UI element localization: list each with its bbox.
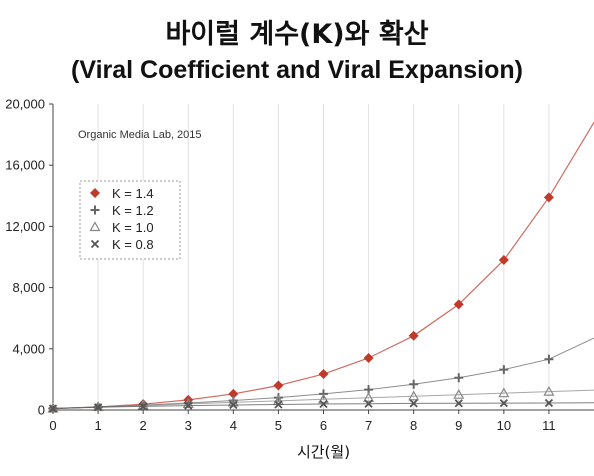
x-tick-label: 10 [497,418,511,433]
y-tick-label: 0 [38,403,45,418]
y-tick-label: 16,000 [5,158,45,173]
data-point [409,379,419,389]
chart-title: 바이럴 계수(K)와 확산 [165,19,429,50]
data-point [48,404,58,413]
legend-marker [89,221,101,232]
data-point [498,387,510,398]
data-point [453,299,464,310]
x-tick-label: 3 [185,418,192,433]
x-tick-label: 8 [410,418,417,433]
x-tick-label: 6 [320,418,327,433]
data-point [318,369,329,380]
legend-marker [90,205,100,215]
legend-label: K = 1.0 [112,220,154,235]
chart-subtitle: (Viral Coefficient and Viral Expansion) [71,56,523,84]
data-point [363,352,374,363]
x-tick-label: 0 [49,418,56,433]
data-point [409,399,418,408]
x-axis-title: 시간(월) [297,443,350,461]
legend-marker [90,188,100,198]
legend-label: K = 0.8 [112,237,154,252]
data-point [544,354,554,364]
data-point [408,390,420,401]
legend-marker [90,239,100,249]
data-point [544,398,554,408]
data-point [363,392,375,402]
data-point [229,400,238,410]
y-tick-label: 4,000 [12,341,45,356]
data-point [499,398,508,408]
data-point [454,373,464,383]
data-point [319,399,328,409]
x-tick-label: 4 [230,418,237,433]
data-point [184,401,193,410]
x-tick-label: 9 [455,418,462,433]
data-point [92,401,104,412]
legend-label: K = 1.4 [112,186,154,201]
data-point [453,388,465,399]
x-tick-label: 11 [542,418,556,433]
y-tick-label: 20,000 [5,97,45,112]
data-point [543,385,555,396]
x-tick-label: 2 [140,418,147,433]
y-tick-label: 12,000 [5,219,45,234]
x-tick-label: 7 [365,418,372,433]
legend-label: K = 1.2 [112,203,154,218]
data-point [498,255,509,266]
source-annotation: Organic Media Lab, 2015 [78,129,202,141]
x-tick-label: 5 [275,418,282,433]
x-tick-label: 1 [94,418,101,433]
y-tick-label: 8,000 [12,280,45,295]
data-point [408,330,419,341]
data-point [274,400,283,409]
data-point [543,192,554,203]
data-point [93,403,103,412]
data-point [228,388,239,399]
data-point [499,365,509,375]
data-point [454,399,463,408]
data-point [139,402,148,411]
data-point [364,399,373,408]
data-point [273,380,284,391]
